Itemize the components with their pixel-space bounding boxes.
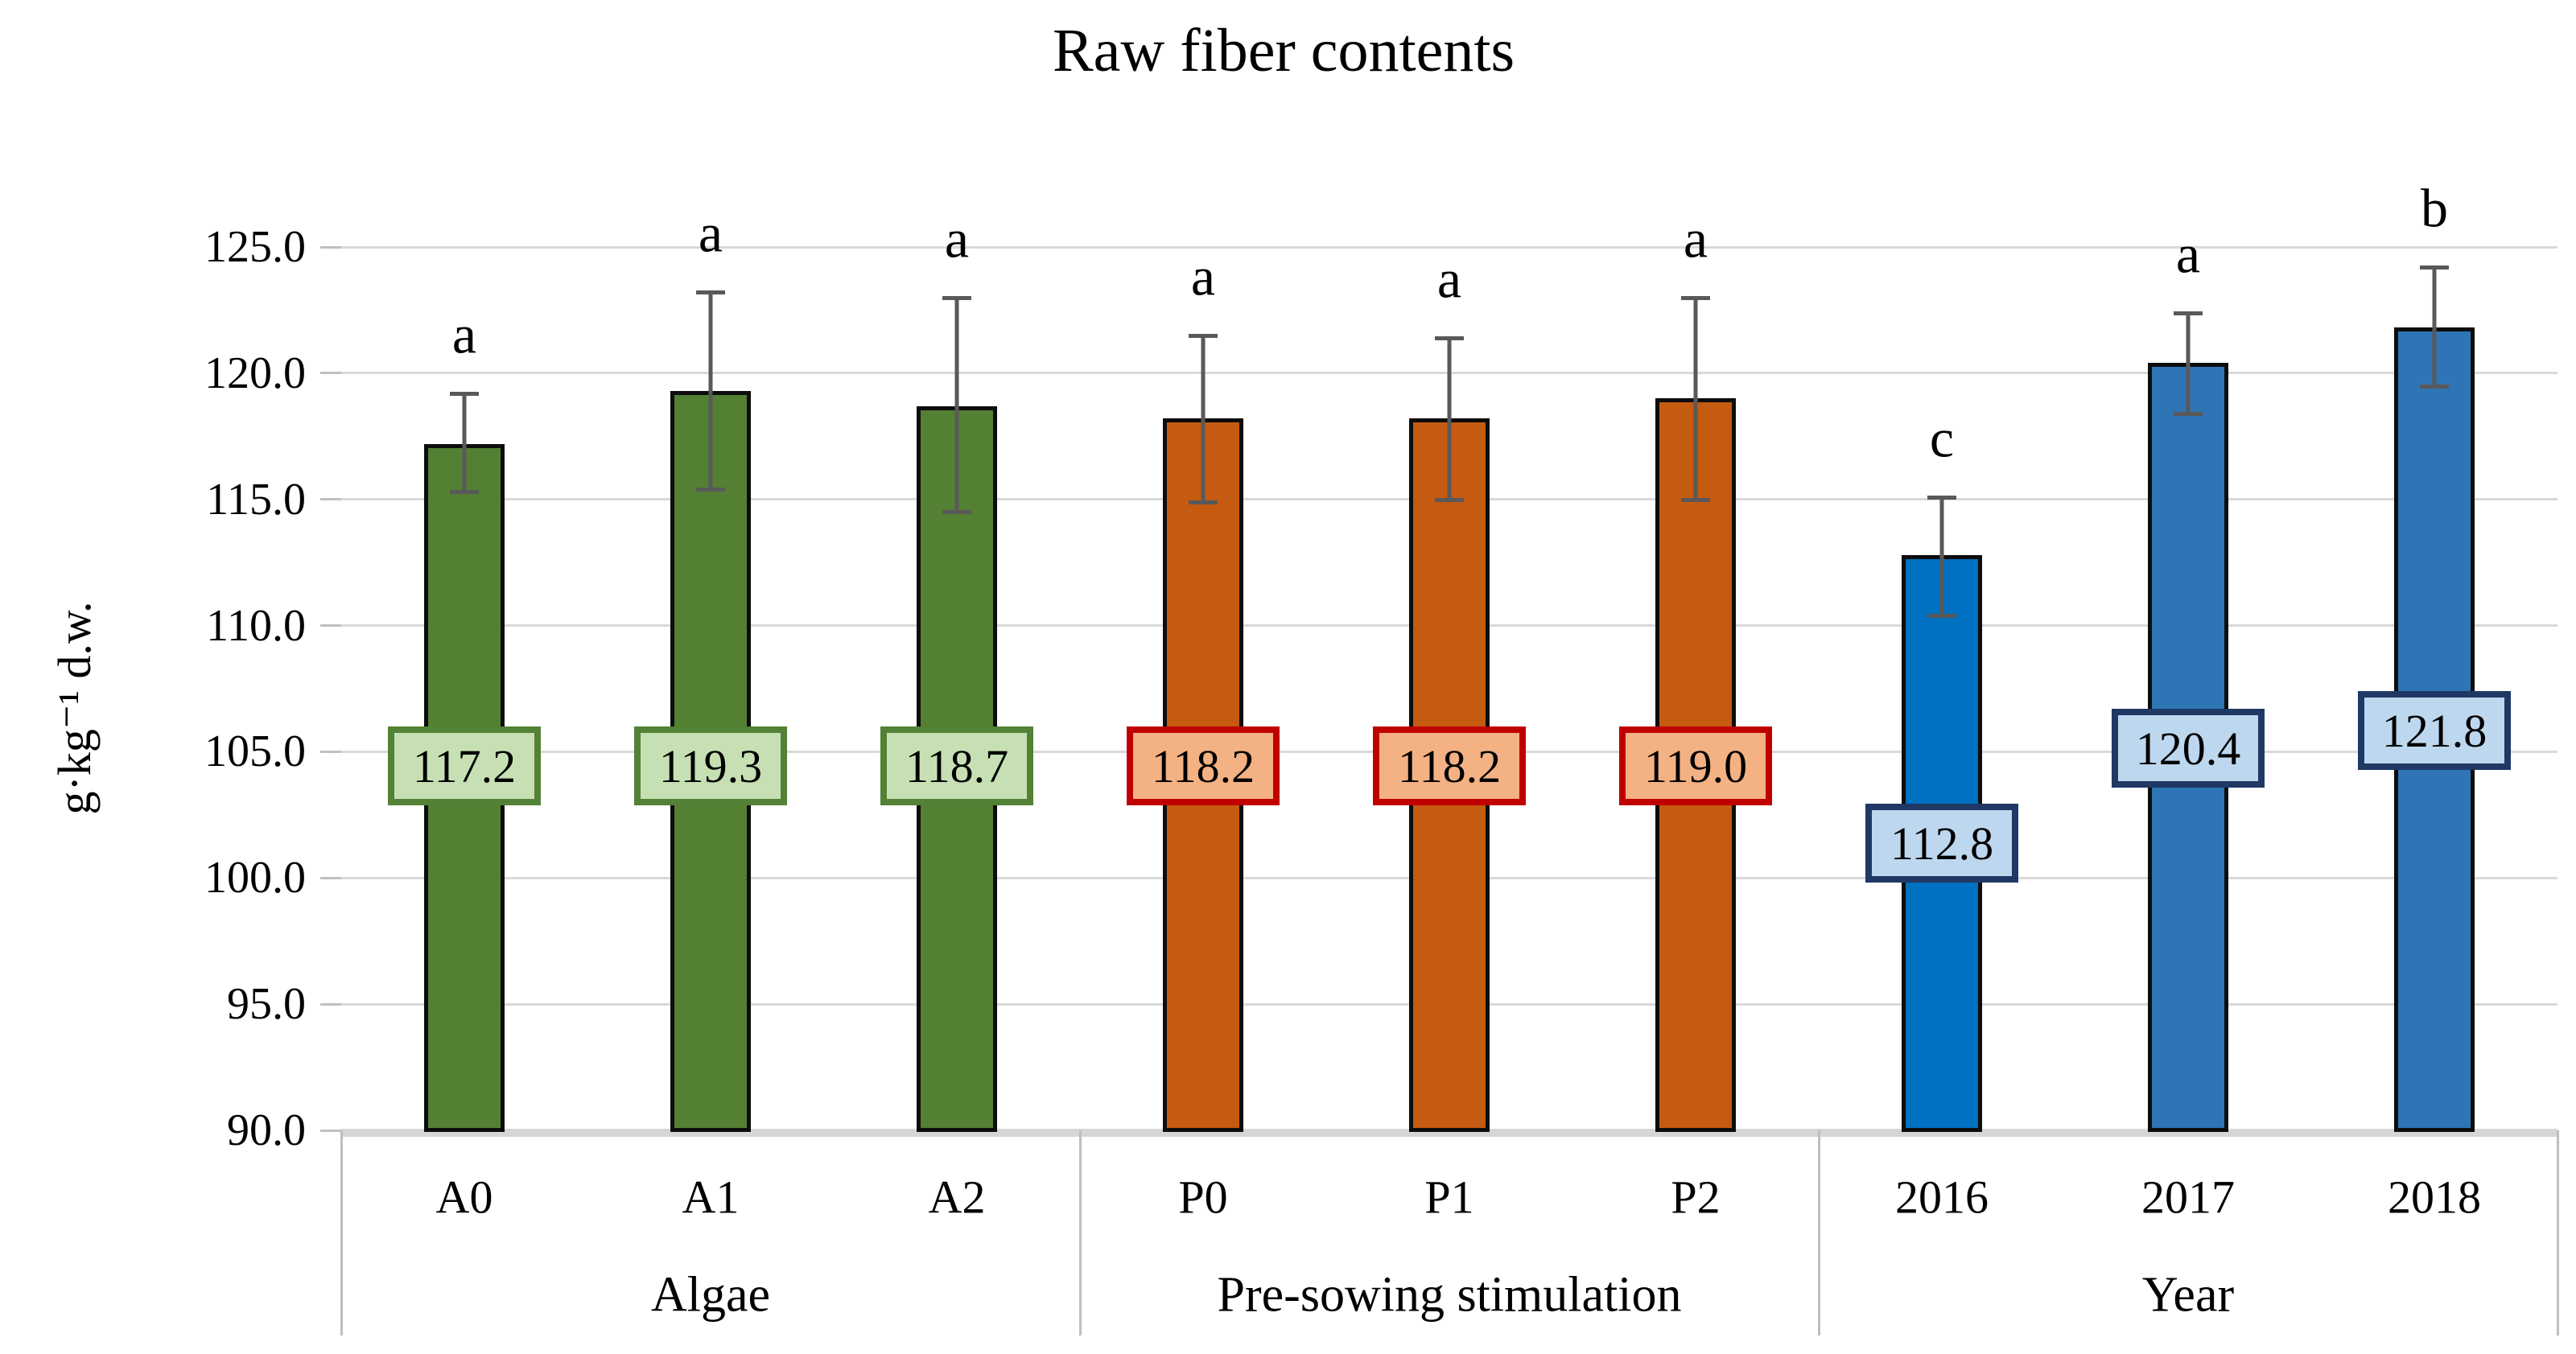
value-label-P1: 118.2 <box>1373 726 1526 805</box>
y-tick-label-90: 90.0 <box>227 1105 306 1155</box>
error-bar-A0 <box>462 393 467 492</box>
significance-letter-A0: a <box>451 303 477 365</box>
significance-letter-2017: a <box>2175 223 2201 285</box>
error-bar-cap-top-A0 <box>450 391 479 396</box>
y-tick-mark-105 <box>320 750 341 753</box>
error-bar-cap-top-P1 <box>1435 335 1464 340</box>
category-label-2016: 2016 <box>1895 1171 1989 1224</box>
error-bar-cap-bottom-P1 <box>1435 497 1464 502</box>
y-tick-label-100: 100.0 <box>204 853 306 903</box>
error-bar-cap-top-2018 <box>2420 265 2449 270</box>
gridline-125 <box>341 245 2557 249</box>
y-tick-mark-120 <box>320 372 341 375</box>
category-label-A1: A1 <box>682 1171 740 1224</box>
value-label-2016: 112.8 <box>1865 804 2018 883</box>
value-label-P0: 118.2 <box>1127 726 1280 805</box>
value-label-A0: 117.2 <box>388 726 541 805</box>
category-label-P1: P1 <box>1424 1171 1474 1224</box>
error-bar-cap-bottom-A1 <box>696 488 725 492</box>
error-bar-P2 <box>1693 297 1698 500</box>
x-axis-line <box>341 1129 2557 1137</box>
y-tick-label-105: 105.0 <box>204 726 306 777</box>
significance-letter-2018: b <box>2421 177 2448 239</box>
y-axis-title: g·kg⁻¹ d.w. <box>48 601 101 815</box>
value-label-2018: 121.8 <box>2358 691 2511 770</box>
significance-letter-2016: c <box>1929 407 1955 469</box>
group-label-1: Pre-sowing stimulation <box>1217 1267 1682 1323</box>
error-bar-cap-bottom-A0 <box>450 490 479 495</box>
error-bar-cap-top-P0 <box>1189 333 1218 338</box>
category-label-2017: 2017 <box>2141 1171 2235 1224</box>
error-bar-cap-bottom-P0 <box>1189 500 1218 504</box>
value-label-A2: 118.7 <box>880 726 1033 805</box>
y-tick-mark-90 <box>320 1129 341 1132</box>
error-bar-cap-bottom-2016 <box>1927 614 1956 619</box>
category-axis-divider-1 <box>1078 1130 1082 1335</box>
y-tick-label-115: 115.0 <box>206 474 306 525</box>
significance-letter-P1: a <box>1436 248 1462 310</box>
error-bar-P1 <box>1447 337 1452 500</box>
significance-letter-P2: a <box>1683 208 1708 270</box>
category-label-2018: 2018 <box>2388 1171 2481 1224</box>
value-label-P2: 119.0 <box>1619 726 1772 805</box>
error-bar-P0 <box>1201 335 1206 502</box>
y-tick-mark-110 <box>320 624 341 628</box>
y-tick-label-95: 95.0 <box>227 979 306 1030</box>
error-bar-cap-top-A1 <box>696 290 725 295</box>
category-axis-divider-2 <box>1817 1130 1820 1335</box>
significance-letter-A1: a <box>698 202 723 264</box>
y-tick-mark-115 <box>320 498 341 501</box>
chart-title: Raw fiber contents <box>1052 17 1515 84</box>
error-bar-cap-top-A2 <box>942 295 971 300</box>
category-label-P2: P2 <box>1671 1171 1721 1224</box>
error-bar-cap-top-P2 <box>1681 295 1710 300</box>
category-label-A2: A2 <box>928 1171 986 1224</box>
error-bar-cap-top-2016 <box>1927 495 1956 500</box>
y-tick-label-120: 120.0 <box>204 348 306 398</box>
y-tick-mark-100 <box>320 876 341 879</box>
error-bar-2017 <box>2186 312 2191 414</box>
group-label-2: Year <box>2141 1267 2235 1323</box>
error-bar-2018 <box>2432 267 2437 386</box>
significance-letter-P0: a <box>1190 245 1216 307</box>
category-label-P0: P0 <box>1178 1171 1228 1224</box>
y-tick-label-125: 125.0 <box>204 222 306 272</box>
y-tick-mark-95 <box>320 1002 341 1006</box>
y-tick-label-110: 110.0 <box>206 600 306 651</box>
category-label-A0: A0 <box>435 1171 493 1224</box>
error-bar-cap-bottom-A2 <box>942 510 971 515</box>
error-bar-cap-bottom-2018 <box>2420 384 2449 389</box>
error-bar-2016 <box>1939 496 1944 616</box>
group-label-0: Algae <box>650 1267 771 1323</box>
significance-letter-A2: a <box>944 208 970 270</box>
y-tick-mark-125 <box>320 245 341 249</box>
error-bar-cap-top-2017 <box>2174 311 2203 315</box>
error-bar-cap-bottom-2017 <box>2174 412 2203 417</box>
error-bar-A1 <box>708 292 713 490</box>
category-axis-divider-0 <box>340 1130 343 1335</box>
value-label-2017: 120.4 <box>2112 709 2265 788</box>
category-axis-divider-3 <box>2556 1130 2559 1335</box>
error-bar-A2 <box>954 297 959 512</box>
value-label-A1: 119.3 <box>634 726 787 805</box>
error-bar-cap-bottom-P2 <box>1681 497 1710 502</box>
